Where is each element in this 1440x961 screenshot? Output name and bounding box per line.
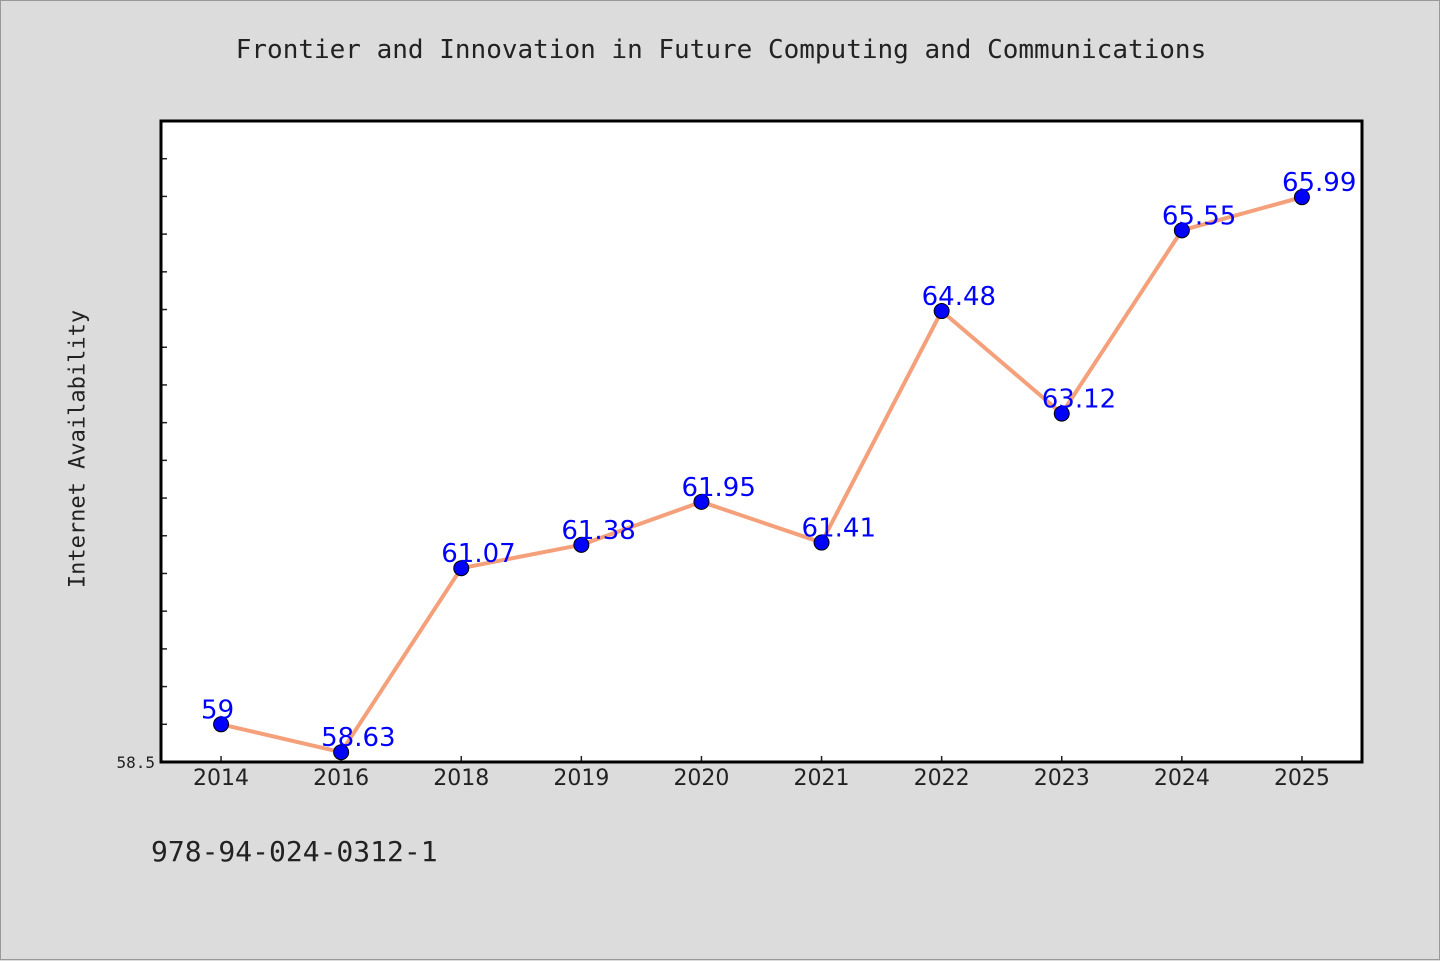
data-point	[573, 536, 590, 553]
data-point	[813, 534, 830, 551]
data-label: 61.41	[802, 514, 876, 544]
x-tick-label: 2022	[914, 766, 970, 791]
data-label: 58.63	[321, 723, 395, 753]
data-label: 61.95	[681, 473, 755, 503]
data-label: 63.12	[1042, 385, 1116, 415]
plot-frame	[159, 119, 1364, 764]
data-point	[693, 493, 710, 510]
x-tick-label: 2014	[193, 766, 249, 791]
data-point	[1293, 189, 1310, 206]
plot-area	[161, 121, 1362, 762]
data-point	[1173, 222, 1190, 239]
data-label: 61.38	[561, 516, 635, 546]
y-tick-label: 58.5	[116, 753, 155, 772]
data-point	[333, 744, 350, 761]
data-label: 61.07	[441, 539, 515, 569]
x-tick-label: 2016	[313, 766, 369, 791]
data-point	[933, 303, 950, 320]
x-tick-label: 2021	[794, 766, 850, 791]
x-tick-label: 2020	[673, 766, 729, 791]
x-tick-label: 2019	[553, 766, 609, 791]
data-point	[453, 560, 470, 577]
x-tick-label: 2023	[1034, 766, 1090, 791]
data-label: 65.55	[1162, 201, 1236, 231]
isbn-text: 978-94-024-0312-1	[151, 835, 438, 868]
data-label: 59	[201, 695, 234, 725]
data-point	[213, 716, 230, 733]
series-line	[220, 195, 1303, 755]
data-point	[1053, 405, 1070, 422]
data-label: 64.48	[922, 282, 996, 312]
x-tick-label: 2025	[1274, 766, 1330, 791]
x-tick-label: 2024	[1154, 766, 1210, 791]
x-tick-label: 2018	[433, 766, 489, 791]
chart-title: Frontier and Innovation in Future Comput…	[235, 35, 1207, 65]
data-label: 65.99	[1282, 168, 1356, 198]
